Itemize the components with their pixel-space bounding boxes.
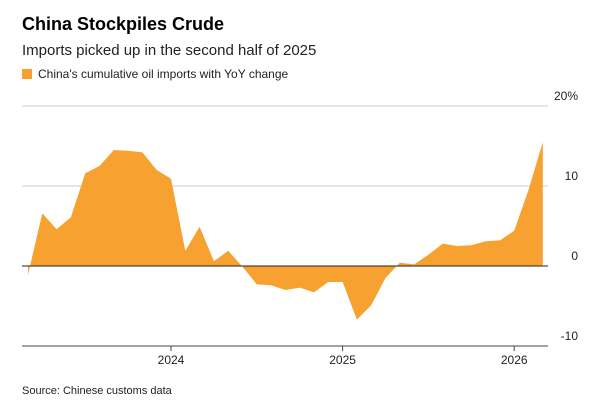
source: Source: Chinese customs data [22,385,173,397]
chart-title: China Stockpiles Crude [22,14,224,34]
y-tick-label: -10 [561,329,579,343]
x-tick-label: 2024 [158,353,185,367]
y-tick-label: 20% [554,89,578,103]
area [28,142,543,320]
legend-label: China's cumulative oil imports with YoY … [38,67,289,81]
y-tick-label: 10 [565,169,579,183]
x-tick-label: 2025 [329,353,356,367]
chart-subtitle: Imports picked up in the second half of … [22,42,316,59]
legend-swatch [22,69,32,79]
y-tick-label: 0 [571,249,578,263]
x-tick-label: 2026 [501,353,528,367]
